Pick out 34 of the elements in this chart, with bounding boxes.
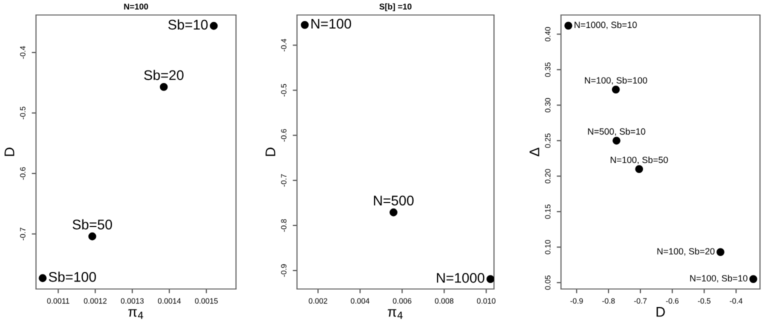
annotation: N=100, Sb=10: [690, 274, 748, 283]
y-axis-title: D: [266, 148, 276, 156]
chart-title: S[b] =10: [379, 3, 412, 12]
annotation: N=1000: [436, 272, 484, 283]
y-axis-title: Δ: [530, 148, 540, 156]
annotation: N=100, Sb=100: [584, 76, 648, 85]
x-axis-title: π$_{4}$: [388, 309, 403, 319]
point: [716, 248, 724, 256]
chart-title: N=100: [124, 4, 148, 10]
point: [749, 275, 758, 284]
annotation: Sb=20: [144, 70, 184, 80]
annotation: Sb=50: [72, 219, 112, 230]
point: [612, 86, 620, 94]
annotation: N=1000, Sb=10: [574, 21, 637, 30]
point: [635, 165, 644, 173]
annotation: N=500: [374, 196, 414, 206]
annotation: Sb=10: [168, 19, 208, 30]
y-axis-title: D: [4, 148, 14, 156]
point: [390, 208, 398, 216]
point: [300, 20, 309, 29]
point: [612, 136, 620, 145]
annotation: N=500, Sb=10: [588, 128, 646, 136]
point: [210, 22, 218, 30]
x-axis-title: π$_{4}$: [128, 309, 144, 319]
point: [486, 275, 494, 284]
point: [160, 83, 168, 91]
point: [564, 22, 572, 30]
point: [88, 232, 96, 240]
annotation: N=100, Sb=20: [657, 248, 715, 256]
annotation: N=100: [311, 18, 352, 29]
annotation: N=100, Sb=50: [610, 156, 668, 164]
annotation: Sb=100: [48, 272, 96, 282]
point: [38, 274, 47, 282]
x-axis-title: D: [656, 307, 665, 317]
